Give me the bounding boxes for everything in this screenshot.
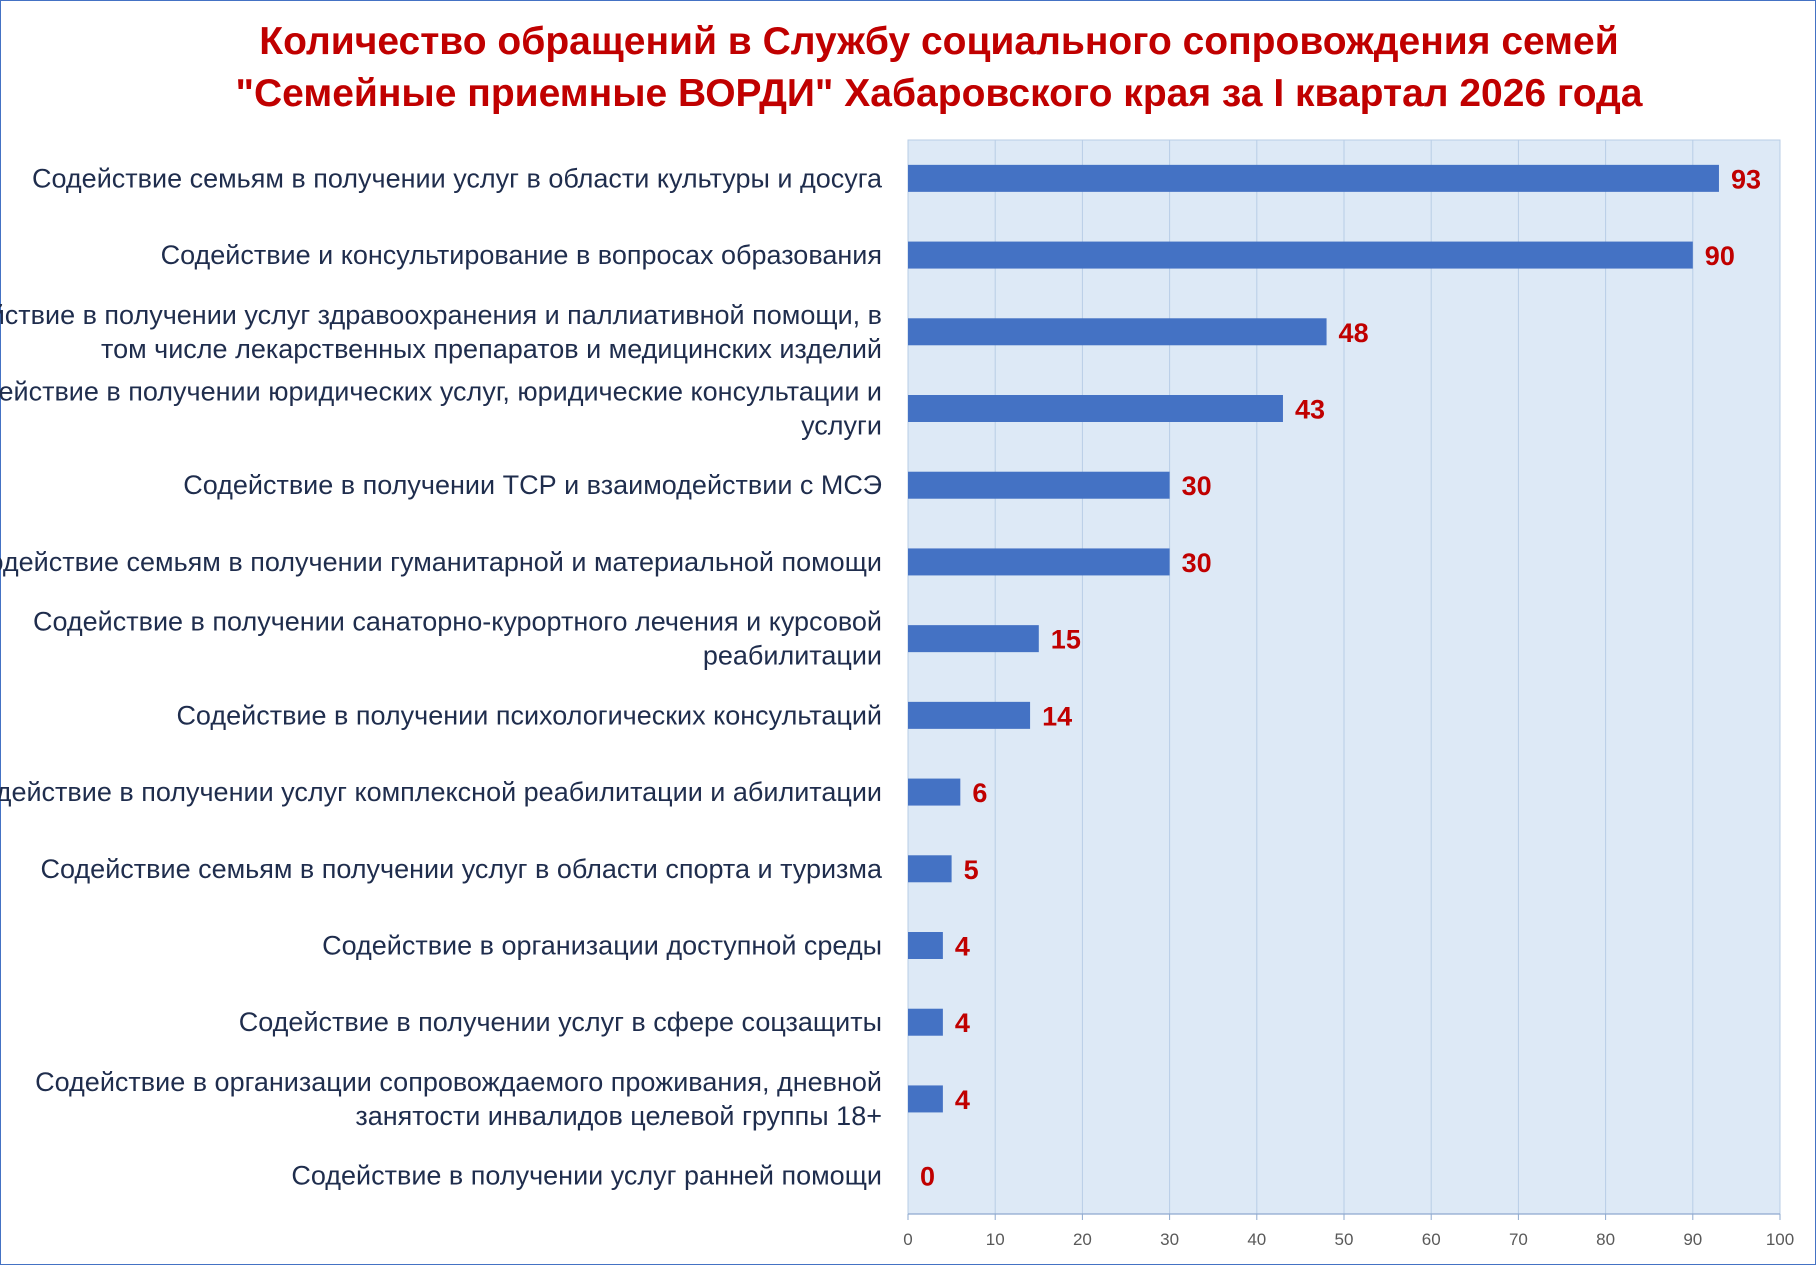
category-label: Содействие семьям в получении гуманитарн… <box>0 547 882 577</box>
bar <box>908 932 943 959</box>
x-tick-label: 40 <box>1247 1230 1266 1249</box>
bar-value-label: 30 <box>1182 548 1212 578</box>
bar-value-label: 4 <box>955 1008 970 1038</box>
x-tick-label: 0 <box>903 1230 912 1249</box>
bar <box>908 164 1719 192</box>
bar-value-label: 6 <box>972 778 987 808</box>
x-tick-label: 80 <box>1596 1230 1615 1249</box>
category-label: Содействие в получении услуг ранней помо… <box>291 1161 882 1191</box>
bar <box>908 241 1693 269</box>
bar <box>908 471 1170 499</box>
category-label: том числе лекарственных препаратов и мед… <box>101 334 882 364</box>
chart-title-line-2: "Семейные приемные ВОРДИ" Хабаровского к… <box>235 72 1643 115</box>
category-label: Содействие в организации доступной среды <box>322 931 882 961</box>
bar <box>908 778 961 806</box>
x-tick-label: 100 <box>1766 1230 1794 1249</box>
category-label: Содействие в получении услуг здравоохран… <box>0 300 882 330</box>
bar-value-label: 5 <box>964 855 979 885</box>
chart-title: Количество обращений в Службу социальног… <box>60 16 1818 120</box>
category-label: Содействие в получении санаторно-курортн… <box>33 607 882 637</box>
category-label: Содействие в получении услуг в сфере соц… <box>239 1007 882 1037</box>
chart-title-line-1: Количество обращений в Службу социальног… <box>259 20 1619 63</box>
category-label: Содействие семьям в получении услуг в об… <box>41 854 883 884</box>
x-tick-label: 60 <box>1422 1230 1441 1249</box>
bar-value-label: 43 <box>1295 395 1325 425</box>
category-label: Содействие в получении психологических к… <box>176 700 882 730</box>
x-tick-label: 30 <box>1160 1230 1179 1249</box>
bar-value-label: 14 <box>1042 701 1072 731</box>
bar <box>908 855 952 883</box>
x-tick-label: 20 <box>1073 1230 1092 1249</box>
bar <box>908 701 1031 729</box>
bar-value-label: 0 <box>920 1162 935 1192</box>
bar-value-label: 4 <box>955 932 970 962</box>
bar <box>908 1085 943 1113</box>
bar-value-label: 30 <box>1182 471 1212 501</box>
x-tick-label: 90 <box>1683 1230 1702 1249</box>
bar-value-label: 93 <box>1731 164 1761 194</box>
category-label: услуги <box>801 411 882 441</box>
bar <box>908 548 1170 576</box>
bar <box>908 395 1283 422</box>
bar-value-label: 48 <box>1339 318 1369 348</box>
category-label: Содействие в получении юридических услуг… <box>0 377 882 407</box>
bar <box>908 318 1327 346</box>
bar <box>908 625 1039 653</box>
category-label: Содействие и консультирование в вопросах… <box>161 240 882 270</box>
category-label: занятости инвалидов целевой группы 18+ <box>355 1101 882 1131</box>
x-tick-label: 50 <box>1335 1230 1354 1249</box>
x-tick-label: 70 <box>1509 1230 1528 1249</box>
bar <box>908 1008 943 1036</box>
category-label: Содействие в организации сопровождаемого… <box>35 1067 882 1097</box>
bar-value-label: 90 <box>1705 241 1735 271</box>
x-tick-label: 10 <box>986 1230 1005 1249</box>
bar-value-label: 4 <box>955 1085 970 1115</box>
category-label: Содействие в получении ТСР и взаимодейст… <box>183 470 882 500</box>
category-label: реабилитации <box>703 641 882 671</box>
bar-value-label: 15 <box>1051 625 1081 655</box>
category-label: Содействие семьям в получении услуг в об… <box>32 163 883 193</box>
category-label: Содействие в получении услуг комплексной… <box>0 777 882 807</box>
